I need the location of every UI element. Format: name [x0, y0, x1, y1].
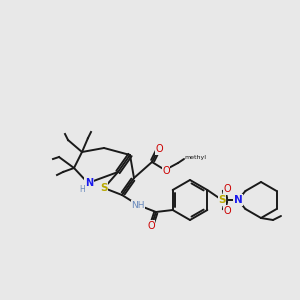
- Text: N: N: [85, 178, 93, 188]
- Text: O: O: [155, 144, 163, 154]
- Text: NH: NH: [131, 200, 145, 209]
- Text: H: H: [79, 184, 85, 194]
- Text: O: O: [162, 166, 170, 176]
- Text: O: O: [223, 184, 231, 194]
- Text: N: N: [234, 195, 242, 205]
- Text: S: S: [100, 183, 108, 193]
- Text: methyl: methyl: [184, 154, 206, 160]
- Text: S: S: [218, 195, 226, 205]
- Text: O: O: [147, 221, 155, 231]
- Text: O: O: [223, 206, 231, 216]
